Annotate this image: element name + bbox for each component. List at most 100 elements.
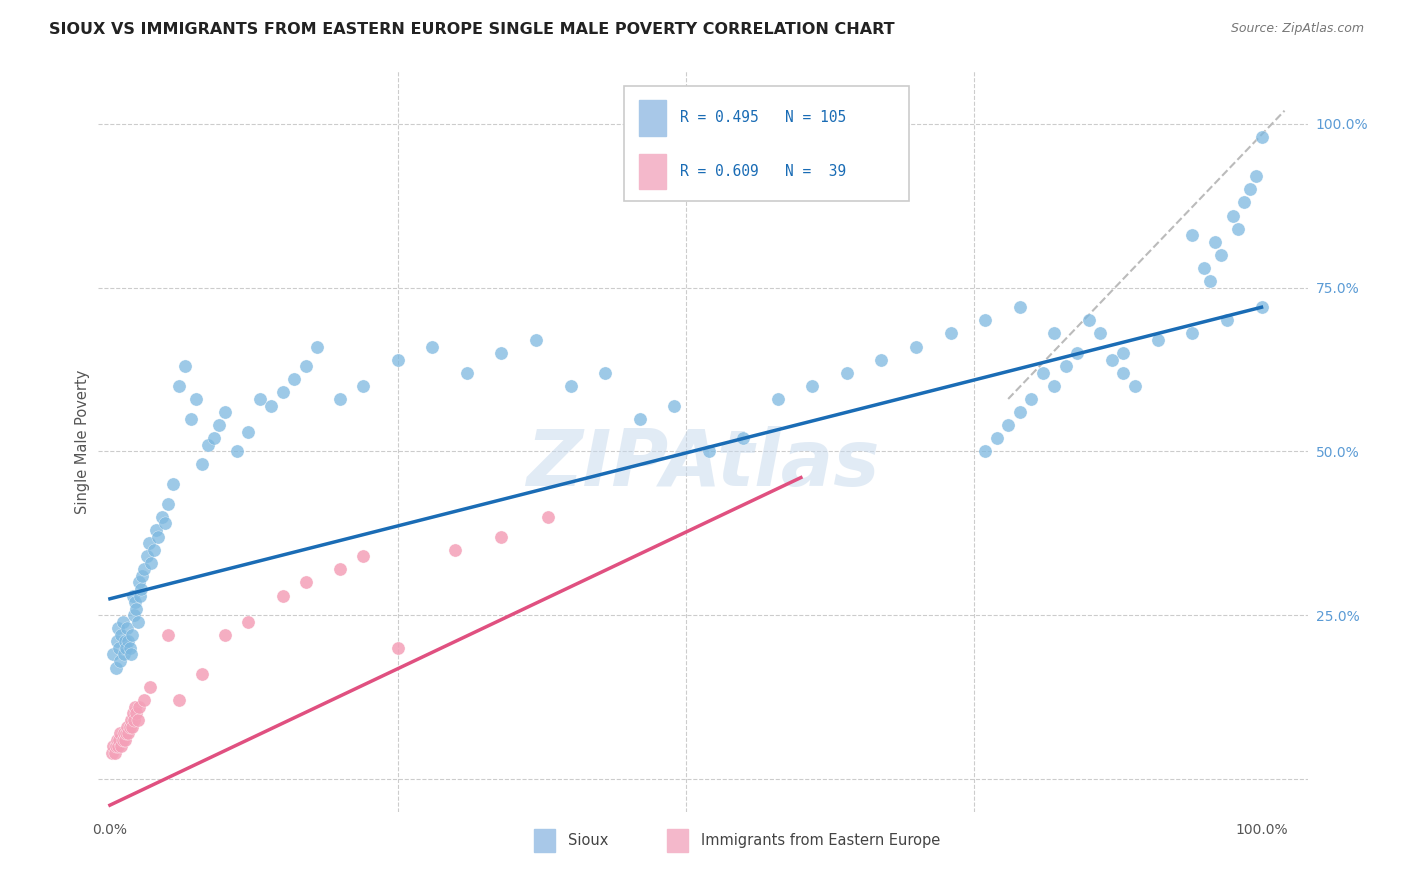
- Point: [118, 720, 141, 734]
- Point: [167, 693, 190, 707]
- Point: [835, 366, 858, 380]
- Point: [115, 726, 138, 740]
- Point: [1147, 333, 1170, 347]
- Point: [1112, 346, 1135, 360]
- Point: [1043, 379, 1066, 393]
- Point: [128, 589, 150, 603]
- Point: [110, 726, 132, 740]
- Point: [733, 431, 755, 445]
- Point: [125, 601, 148, 615]
- Point: [1019, 392, 1042, 406]
- Point: [156, 628, 179, 642]
- Point: [127, 713, 149, 727]
- Point: [352, 549, 374, 564]
- Point: [801, 379, 824, 393]
- Point: [536, 509, 558, 524]
- Point: [986, 431, 1008, 445]
- Point: [628, 411, 651, 425]
- Point: [122, 706, 145, 721]
- Text: SIOUX VS IMMIGRANTS FROM EASTERN EUROPE SINGLE MALE POVERTY CORRELATION CHART: SIOUX VS IMMIGRANTS FROM EASTERN EUROPE …: [49, 22, 894, 37]
- Point: [1008, 405, 1031, 419]
- Point: [167, 379, 190, 393]
- Point: [1101, 352, 1123, 367]
- FancyBboxPatch shape: [624, 87, 908, 201]
- Point: [142, 542, 165, 557]
- Point: [214, 405, 236, 419]
- Point: [208, 418, 231, 433]
- Bar: [638, 154, 665, 189]
- Point: [524, 333, 547, 347]
- Point: [128, 575, 150, 590]
- Point: [422, 339, 444, 353]
- Point: [1250, 129, 1272, 144]
- Point: [155, 516, 177, 531]
- Point: [1123, 379, 1146, 393]
- Point: [108, 732, 131, 747]
- Point: [107, 621, 129, 635]
- Point: [128, 699, 150, 714]
- Point: [162, 477, 184, 491]
- Point: [118, 640, 141, 655]
- Point: [148, 530, 170, 544]
- Point: [1198, 274, 1220, 288]
- Point: [766, 392, 789, 406]
- Point: [307, 339, 329, 353]
- Point: [939, 326, 962, 341]
- Point: [1204, 235, 1226, 249]
- Point: [107, 739, 129, 754]
- Point: [387, 640, 409, 655]
- Point: [1216, 313, 1239, 327]
- Point: [456, 366, 478, 380]
- Point: [664, 399, 686, 413]
- Point: [186, 392, 208, 406]
- Point: [103, 648, 125, 662]
- Point: [115, 720, 138, 734]
- Point: [1239, 182, 1261, 196]
- Point: [974, 444, 997, 458]
- Point: [1054, 359, 1077, 374]
- Point: [593, 366, 616, 380]
- Point: [173, 359, 195, 374]
- Point: [124, 595, 146, 609]
- Bar: [534, 829, 555, 853]
- Point: [112, 648, 135, 662]
- Point: [1250, 300, 1272, 314]
- Point: [202, 431, 225, 445]
- Point: [134, 562, 156, 576]
- Point: [191, 458, 214, 472]
- Point: [1043, 326, 1066, 341]
- Point: [145, 523, 167, 537]
- Point: [1181, 326, 1204, 341]
- Point: [329, 392, 352, 406]
- Y-axis label: Single Male Poverty: Single Male Poverty: [75, 369, 90, 514]
- Point: [491, 530, 513, 544]
- Point: [120, 713, 142, 727]
- Point: [1244, 169, 1267, 184]
- Point: [124, 699, 146, 714]
- Point: [283, 372, 305, 386]
- Point: [117, 726, 139, 740]
- Point: [180, 411, 202, 425]
- Point: [105, 732, 128, 747]
- Point: [197, 438, 219, 452]
- Point: [329, 562, 352, 576]
- Point: [1077, 313, 1099, 327]
- Point: [108, 640, 131, 655]
- Point: [103, 739, 125, 754]
- Point: [214, 628, 236, 642]
- Point: [117, 634, 139, 648]
- Point: [103, 746, 125, 760]
- Point: [114, 732, 136, 747]
- Point: [110, 739, 132, 754]
- Point: [1222, 209, 1244, 223]
- Point: [110, 654, 132, 668]
- Point: [125, 706, 148, 721]
- Point: [111, 732, 134, 747]
- Text: Sioux: Sioux: [568, 833, 607, 848]
- Point: [110, 628, 132, 642]
- Point: [905, 339, 928, 353]
- Point: [121, 720, 143, 734]
- Point: [191, 667, 214, 681]
- Point: [1112, 366, 1135, 380]
- Point: [122, 608, 145, 623]
